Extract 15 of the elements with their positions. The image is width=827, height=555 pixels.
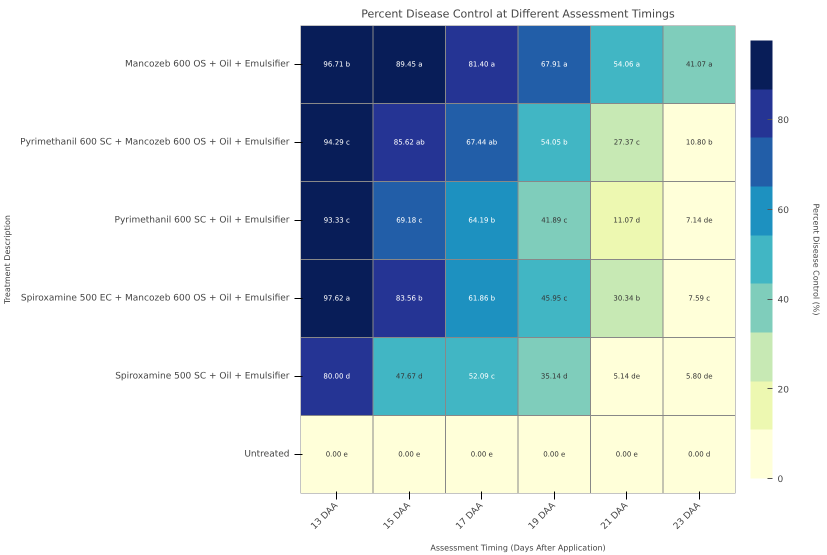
color-bar-title: Percent Disease Control (%) xyxy=(812,204,820,316)
color-bar-label: 60 xyxy=(778,206,790,216)
y-tick-label: Pyrimethanil 600 SC + Oil + Emulsifier xyxy=(114,216,290,226)
color-bar-label: 0 xyxy=(778,475,784,485)
color-bar-label: 20 xyxy=(778,385,790,396)
y-tick-label: Spiroxamine 500 EC + Mancozeb 600 OS + Oil + Emulsifier xyxy=(20,294,290,304)
y-tick-label: Mancozeb 600 OS + Oil + Emulsifier xyxy=(125,60,290,70)
y-tick-label: Untreated xyxy=(244,450,290,460)
y-axis-title: Treatment Description xyxy=(3,215,12,305)
chart-title: Percent Disease Control at Different Assessment Timings xyxy=(361,8,676,20)
color-bar-label: 40 xyxy=(778,296,790,306)
y-tick-label: Pyrimethanil 600 SC + Mancozeb 600 OS + Oil + Emulsifier xyxy=(20,138,290,148)
color-bar-label: 80 xyxy=(778,116,790,126)
y-tick-label: Spiroxamine 500 SC + Oil + Emulsifier xyxy=(115,372,290,382)
x-axis-title: Assessment Timing (Days After Application) xyxy=(430,543,606,552)
